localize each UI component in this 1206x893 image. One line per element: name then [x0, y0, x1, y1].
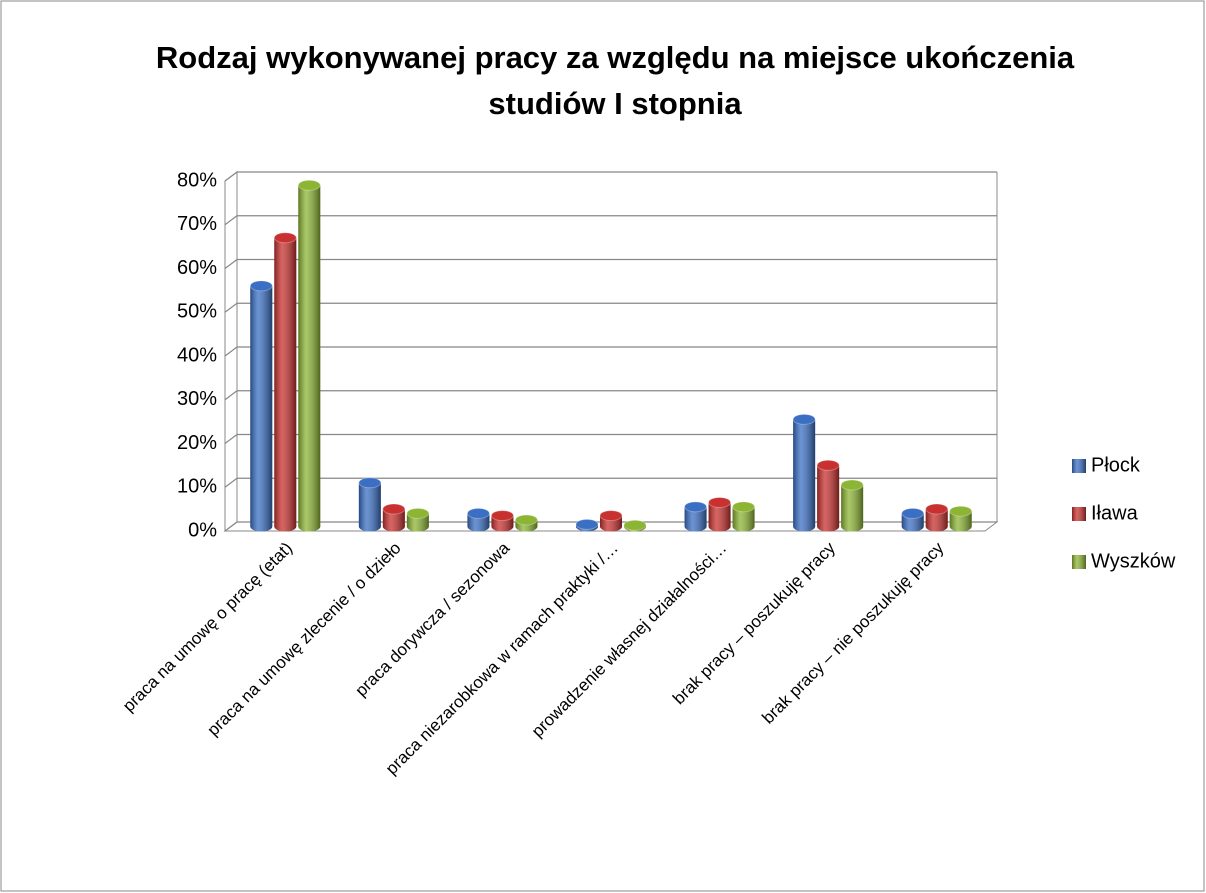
bar-top [297, 179, 321, 191]
bar-top [599, 510, 623, 522]
bar-shade [467, 513, 490, 532]
bar-shade [406, 513, 429, 532]
chart-title: studiów I stopnia [488, 86, 742, 121]
bar [816, 459, 840, 532]
y-tick-label: 0% [188, 519, 217, 541]
chart-title: Rodzaj wykonywanej pracy za względu na m… [156, 40, 1075, 75]
grid-line [224, 346, 997, 357]
bar [406, 507, 430, 532]
bar [466, 507, 490, 532]
grid-line [224, 477, 997, 488]
bar-top [732, 501, 756, 513]
bar-shade [358, 482, 381, 532]
y-tick-label: 60% [177, 257, 217, 279]
bar-shade [901, 513, 924, 532]
bar [840, 479, 864, 532]
bar-shade [793, 419, 816, 532]
y-tick-label: 10% [177, 476, 217, 498]
bar-shade [250, 285, 273, 532]
bar [708, 496, 732, 532]
bar [732, 501, 756, 532]
bar [382, 503, 406, 532]
bar-top [382, 503, 406, 515]
bar-top [514, 514, 538, 526]
bar-top [684, 501, 708, 513]
bar-top [406, 507, 430, 519]
y-tick-label: 50% [177, 301, 217, 323]
bar [949, 505, 973, 532]
bar-top [925, 503, 949, 515]
bar-shade [274, 237, 297, 532]
bar [297, 179, 321, 532]
bar-top [575, 518, 599, 530]
grid-line [224, 390, 997, 401]
bar-top [816, 459, 840, 471]
bar-top [249, 280, 273, 292]
bar-top [792, 413, 816, 425]
y-tick-label: 80% [177, 169, 217, 191]
bar-top [623, 519, 647, 531]
bar [575, 518, 599, 532]
bar [792, 413, 816, 532]
bar [514, 514, 538, 532]
bar-top [949, 505, 973, 517]
y-tick-label: 40% [177, 344, 217, 366]
bar [273, 232, 297, 532]
y-tick-label: 30% [177, 388, 217, 410]
legend-label: Wyszków [1091, 550, 1176, 572]
bar [901, 507, 925, 532]
legend-swatch-shade [1072, 507, 1086, 521]
bar-shade [684, 506, 707, 532]
grid-line [224, 258, 997, 269]
bar-shade [382, 509, 405, 532]
bar-top [840, 479, 864, 491]
bar-top [901, 507, 925, 519]
grid-line [224, 433, 997, 444]
legend-swatch-shade [1072, 459, 1086, 473]
bar [684, 501, 708, 532]
y-tick-label: 70% [177, 213, 217, 235]
bar [249, 280, 273, 532]
bar-shade [949, 511, 972, 532]
bar-shade [925, 509, 948, 532]
bar [925, 503, 949, 532]
bar [599, 510, 623, 532]
bar-shade [298, 185, 321, 532]
grid-line [224, 215, 997, 226]
y-tick-label: 20% [177, 432, 217, 454]
legend-swatch-shade [1072, 555, 1086, 569]
grid-line [224, 171, 997, 182]
bar-shade [817, 465, 840, 532]
bar-top [358, 477, 382, 489]
bar-top [466, 507, 490, 519]
legend-label: Płock [1091, 454, 1141, 476]
bar [623, 519, 647, 532]
grid-line [224, 302, 997, 313]
bar-top [273, 232, 297, 244]
bar-top [490, 510, 514, 522]
bar-top [708, 496, 732, 508]
legend-label: Iława [1091, 502, 1139, 524]
bar-shade [732, 506, 755, 532]
bar [490, 510, 514, 532]
bar-shade [841, 484, 864, 532]
bar [358, 477, 382, 532]
bar-shade [708, 502, 731, 532]
